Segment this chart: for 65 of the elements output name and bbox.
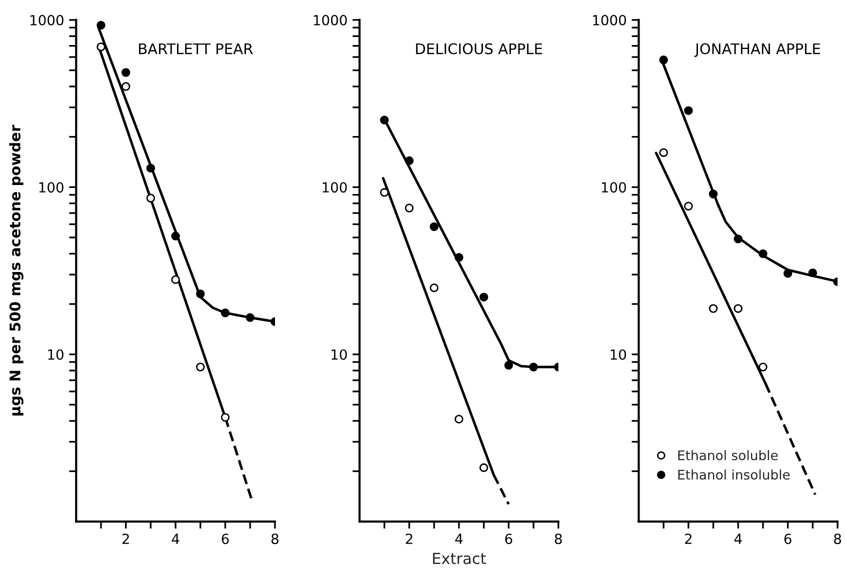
x-tick-label: 2 <box>122 534 129 544</box>
point <box>246 313 254 322</box>
point <box>479 292 488 302</box>
x-tick-label: 8 <box>834 534 842 544</box>
point <box>196 362 205 372</box>
x-tick-label: 2 <box>685 534 692 544</box>
point <box>684 106 693 115</box>
point <box>404 204 414 212</box>
x-tick-label: 4 <box>455 534 463 544</box>
point <box>404 156 414 166</box>
point <box>659 56 668 64</box>
legend-label: Ethanol soluble <box>678 450 778 460</box>
point <box>659 148 668 157</box>
x-tick-label: 4 <box>734 534 742 544</box>
point <box>96 42 106 52</box>
y-tick-label: 100 <box>602 182 626 193</box>
x-tick-label: 4 <box>172 534 180 544</box>
point <box>684 202 693 210</box>
legend-label: Ethanol insoluble <box>678 469 790 480</box>
x-tick-label: 6 <box>784 534 792 544</box>
point <box>758 362 768 372</box>
point <box>708 190 718 198</box>
text: BARTLETT PEAR <box>139 43 253 54</box>
point <box>430 283 438 292</box>
y-tick-label: 10 <box>332 349 347 360</box>
point <box>454 253 464 262</box>
point <box>808 268 818 278</box>
point <box>380 188 389 197</box>
point <box>220 412 230 422</box>
point <box>758 249 768 258</box>
point <box>146 194 156 202</box>
point <box>96 20 106 30</box>
point <box>504 360 514 370</box>
point <box>146 164 156 172</box>
x-tick-label: 2 <box>406 534 412 544</box>
point <box>479 463 488 472</box>
point <box>783 269 792 278</box>
x-tick-label: 8 <box>554 534 562 544</box>
x-axis-title: Extract <box>433 552 486 564</box>
point <box>121 68 130 77</box>
point <box>220 308 230 318</box>
y-tick-label: 1000 <box>30 14 64 26</box>
x-tick-label: 6 <box>505 534 512 544</box>
point <box>380 116 389 124</box>
x-tick-label: 6 <box>222 534 229 544</box>
y-tick-label: 1000 <box>593 14 626 26</box>
point <box>454 414 464 424</box>
y-tick-label: 1000 <box>314 14 347 26</box>
y-tick-label: 10 <box>48 349 64 360</box>
point <box>734 304 743 313</box>
point <box>529 362 538 372</box>
text: JONATHAN APPLE <box>694 43 820 57</box>
y-axis-title: μgs N per 500 mgs acetone powder <box>9 124 24 416</box>
y-tick-label: 100 <box>39 182 64 193</box>
point <box>121 82 130 91</box>
point <box>430 222 438 232</box>
y-tick-label: 10 <box>610 349 626 360</box>
x-tick-label: 8 <box>271 534 278 544</box>
point <box>708 304 718 313</box>
point <box>734 234 743 244</box>
point <box>171 232 180 240</box>
text: DELICIOUS APPLE <box>416 43 542 54</box>
y-tick-label: 100 <box>322 182 347 193</box>
point <box>171 275 180 284</box>
point <box>196 290 205 298</box>
